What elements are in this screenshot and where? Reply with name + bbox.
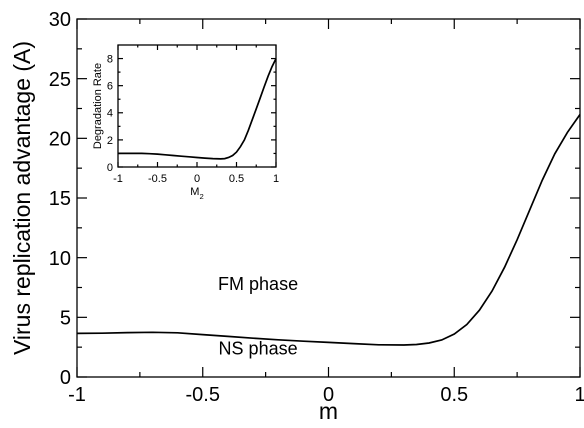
inset-series-line-0 [118, 58, 277, 160]
main-y-tick-label-0: 0 [60, 367, 71, 389]
main-annotation-1: NS phase [219, 338, 298, 358]
main-x-tick-label-3: 0.5 [440, 384, 468, 406]
inset-y-tick-label-4: 8 [107, 54, 113, 66]
main-y-tick-label-3: 15 [49, 188, 71, 210]
inset-y-tick-label-0: 0 [107, 162, 113, 174]
main-y-tick-label-1: 5 [60, 308, 71, 330]
inset-background [118, 45, 276, 167]
inset-x-tick-label-1: -0.5 [148, 173, 167, 185]
main-x-axis-label: m [319, 398, 338, 424]
main-x-tick-label-0: -1 [68, 384, 86, 406]
inset-y-tick-label-2: 4 [107, 108, 113, 120]
inset-y-tick-label-1: 2 [107, 135, 113, 147]
inset-x-tick-label-3: 0.5 [229, 173, 244, 185]
main-x-tick-label-4: 1 [574, 384, 584, 406]
inset-y-axis-label: Degradation Rate [92, 63, 104, 149]
inset-x-axis-label: M2 [190, 186, 203, 201]
inset-x-tick-label-2: 0 [194, 173, 200, 185]
main-y-axis-label: Virus replication advantage (A) [9, 41, 35, 355]
inset-x-tick-label-4: 1 [273, 173, 279, 185]
main-y-tick-label-2: 10 [49, 248, 71, 270]
inset-y-tick-label-3: 6 [107, 81, 113, 93]
main-annotation-0: FM phase [218, 274, 298, 294]
main-y-tick-label-5: 25 [49, 69, 71, 91]
main-series-line-0 [76, 114, 581, 346]
main-x-tick-label-2: 0 [323, 384, 334, 406]
inset-panel: -1 -0.5 0 0.5 1 0 2 4 6 8 M2 Degradation Rate [92, 44, 279, 201]
inset-x-tick-label-0: -1 [113, 173, 123, 185]
main-y-tick-label-6: 30 [49, 9, 71, 31]
main-y-tick-label-4: 20 [49, 129, 71, 151]
main-x-tick-label-1: -0.5 [186, 384, 220, 406]
